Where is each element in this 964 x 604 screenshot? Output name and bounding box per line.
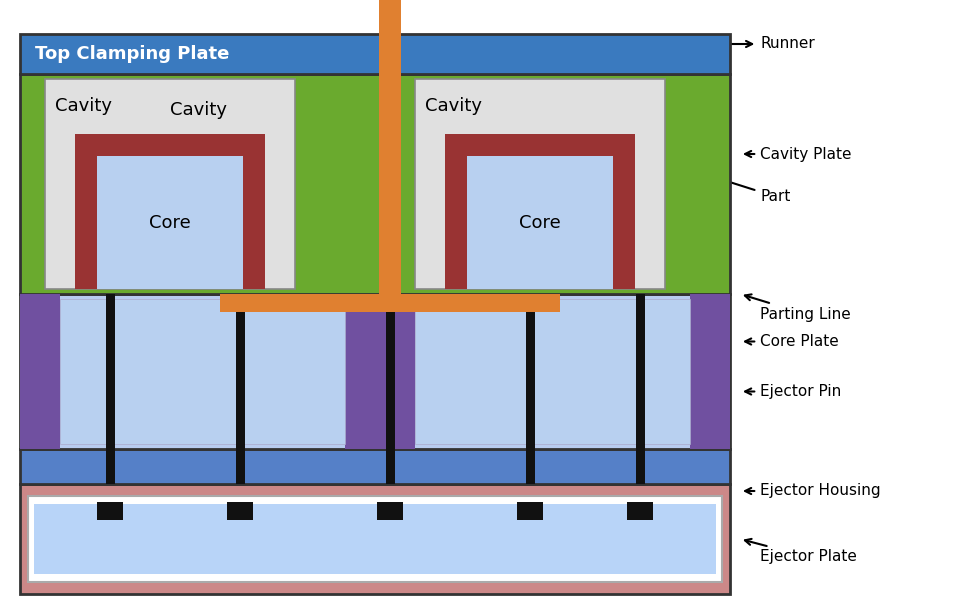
- Bar: [20, 294, 60, 449]
- Bar: [345, 294, 415, 449]
- Bar: [220, 294, 560, 312]
- Bar: [60, 299, 345, 444]
- Text: Cavity: Cavity: [170, 101, 227, 119]
- Bar: [227, 502, 253, 520]
- Text: Top Clamping Plate: Top Clamping Plate: [35, 45, 229, 63]
- Bar: [243, 134, 265, 289]
- Text: Core Plate: Core Plate: [745, 334, 839, 349]
- Text: Cavity: Cavity: [425, 97, 482, 115]
- Bar: [75, 134, 265, 156]
- Bar: [20, 34, 730, 74]
- Text: Runner: Runner: [404, 36, 815, 51]
- Bar: [386, 294, 395, 484]
- Text: Core: Core: [149, 213, 191, 231]
- Bar: [75, 134, 97, 289]
- Bar: [613, 134, 635, 289]
- Text: Core: Core: [520, 213, 561, 231]
- Bar: [379, 0, 401, 294]
- Bar: [415, 79, 665, 289]
- Bar: [377, 502, 403, 520]
- Bar: [20, 294, 730, 449]
- Bar: [445, 134, 635, 156]
- Bar: [517, 502, 543, 520]
- Bar: [526, 294, 535, 484]
- Bar: [445, 134, 467, 289]
- Text: Ejector Pin: Ejector Pin: [745, 384, 842, 399]
- Text: Ejector Plate: Ejector Plate: [745, 539, 857, 565]
- Bar: [236, 294, 245, 484]
- Text: Cavity: Cavity: [55, 97, 112, 115]
- Bar: [467, 156, 613, 289]
- Bar: [97, 502, 123, 520]
- Text: Parting Line: Parting Line: [745, 294, 851, 321]
- Text: Cavity Plate: Cavity Plate: [745, 147, 851, 161]
- Bar: [28, 496, 722, 582]
- Bar: [636, 294, 645, 484]
- Bar: [106, 294, 115, 484]
- Bar: [97, 156, 243, 289]
- Bar: [45, 79, 295, 289]
- Bar: [627, 502, 653, 520]
- Text: Ejector Housing: Ejector Housing: [745, 483, 881, 498]
- Bar: [690, 294, 730, 449]
- Bar: [34, 504, 716, 574]
- Text: Part: Part: [618, 146, 790, 204]
- Bar: [20, 74, 730, 294]
- Bar: [20, 484, 730, 594]
- Bar: [20, 449, 730, 484]
- Bar: [415, 299, 690, 444]
